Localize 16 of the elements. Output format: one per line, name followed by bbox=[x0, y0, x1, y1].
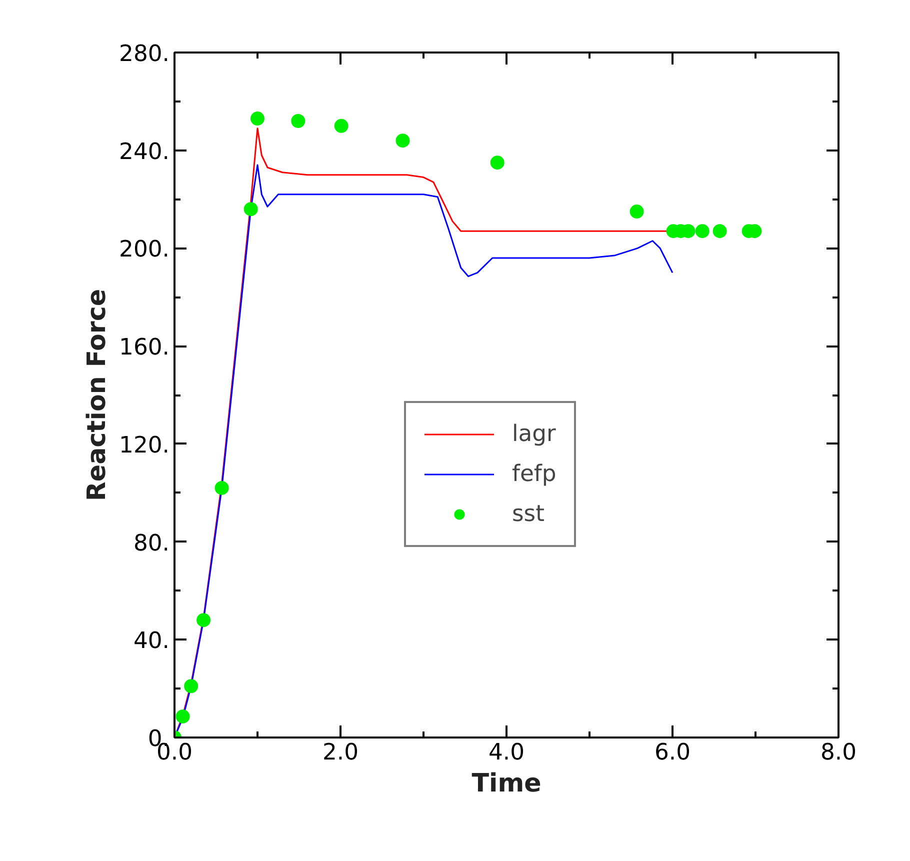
x-tick-label: 2.0 bbox=[322, 740, 359, 766]
y-tick-label: 120. bbox=[119, 432, 170, 458]
legend-label: sst bbox=[512, 501, 544, 527]
legend-label: fefp bbox=[512, 461, 556, 487]
x-axis-title: Time bbox=[472, 768, 542, 798]
y-tick-label: 80. bbox=[133, 530, 170, 556]
y-tick-label: 200. bbox=[119, 236, 170, 263]
legend-label: lagr bbox=[512, 421, 556, 447]
x-tick-label: 8.0 bbox=[820, 740, 857, 766]
y-tick-label: 160. bbox=[119, 334, 170, 361]
y-tick-label: 40. bbox=[133, 628, 170, 654]
y-tick-label: 240. bbox=[119, 138, 170, 165]
x-tick-label: 6.0 bbox=[654, 740, 691, 766]
y-tick-label: 280. bbox=[119, 41, 170, 67]
x-tick-label: 4.0 bbox=[488, 740, 525, 766]
y-axis-title: Reaction Force bbox=[81, 288, 112, 502]
